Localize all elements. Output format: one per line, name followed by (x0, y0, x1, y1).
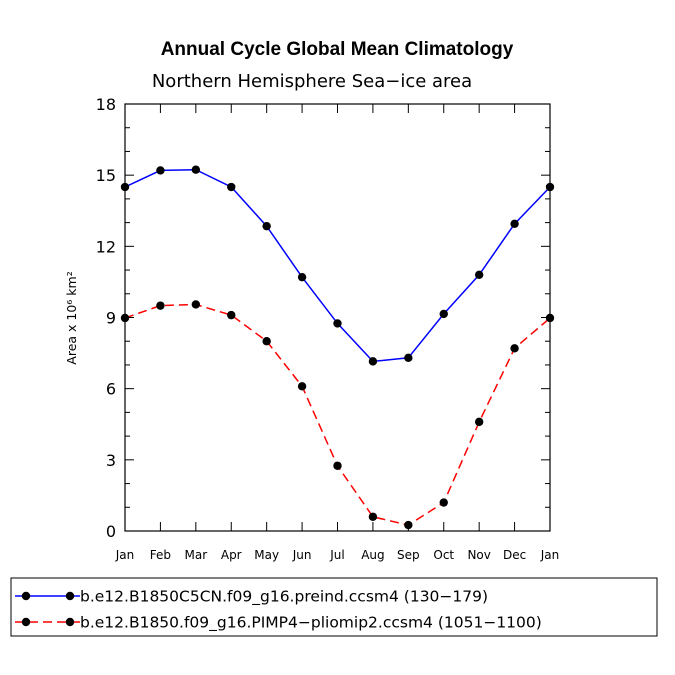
data-point (368, 357, 378, 366)
data-point (156, 166, 165, 175)
legend-entry-2: b.e12.B1850.f09_g16.PIMP4−pliomip2.ccsm4… (15, 614, 542, 633)
legend-marker (65, 617, 75, 627)
axis-ticks: 0 3 6 9 12 15 18 Jan Feb Mar Apr May Jun Jul Aug Sep Oct… (96, 95, 560, 562)
data-point (262, 221, 271, 231)
data-point (333, 461, 342, 470)
series-line (124, 303, 551, 526)
y-axis-label: Area x 10⁶ km² (64, 271, 79, 364)
x-tick-label: Oct (433, 548, 454, 562)
data-point (297, 382, 307, 391)
legend-label: b.e12.B1850.f09_g16.PIMP4−pliomip2.ccsm4… (80, 614, 542, 633)
x-tick-label: Jan (540, 548, 560, 562)
legend-marker (21, 591, 31, 601)
series-line (124, 168, 551, 363)
y-tick-label: 15 (96, 166, 116, 185)
legend: b.e12.B1850C5CN.f09_g16.preind.ccsm4 (13… (10, 577, 658, 637)
series-1 (120, 165, 555, 366)
data-point (120, 313, 130, 323)
y-tick-label: 0 (106, 522, 116, 541)
data-point (227, 310, 236, 320)
data-point (510, 219, 519, 228)
data-point (368, 512, 378, 521)
data-point (474, 417, 484, 427)
legend-box (10, 577, 658, 637)
x-tick-label: Jun (292, 548, 312, 562)
x-tick-label: May (254, 548, 279, 562)
data-point (333, 319, 342, 328)
data-point (297, 272, 307, 282)
x-tick-label: Mar (185, 548, 208, 562)
y-tick-label: 3 (106, 451, 116, 470)
data-point (191, 165, 201, 174)
legend-marker (65, 591, 75, 601)
data-point (439, 309, 448, 319)
x-tick-label: Feb (150, 548, 171, 562)
data-point (545, 313, 555, 323)
y-tick-label: 6 (106, 380, 116, 399)
y-tick-label: 18 (96, 95, 116, 114)
data-point (439, 498, 448, 507)
legend-label: b.e12.B1850C5CN.f09_g16.preind.ccsm4 (13… (80, 588, 488, 607)
data-point (404, 520, 413, 530)
data-point (510, 344, 519, 353)
data-point (474, 270, 484, 279)
series-layer (120, 165, 555, 530)
y-tick-label: 9 (106, 309, 116, 328)
data-point (120, 182, 130, 192)
chart-title: Annual Cycle Global Mean Climatology (161, 39, 514, 60)
x-tick-label: Sep (397, 548, 420, 562)
data-point (545, 182, 555, 192)
x-tick-label: Jul (329, 548, 344, 562)
x-tick-label: Dec (503, 548, 526, 562)
data-point (404, 353, 413, 363)
y-tick-label: 12 (96, 237, 116, 256)
data-point (227, 182, 236, 192)
chart-subtitle: Northern Hemisphere Sea−ice area (152, 71, 472, 92)
data-point (262, 337, 271, 346)
x-tick-label: Jan (115, 548, 135, 562)
legend-entry-1: b.e12.B1850C5CN.f09_g16.preind.ccsm4 (13… (15, 588, 488, 607)
legend-marker (21, 617, 31, 627)
data-point (156, 301, 165, 310)
series-2 (120, 300, 555, 530)
x-tick-label: Apr (221, 548, 242, 562)
x-tick-label: Nov (467, 548, 490, 562)
x-tick-label: Aug (361, 548, 384, 562)
data-point (191, 300, 201, 309)
